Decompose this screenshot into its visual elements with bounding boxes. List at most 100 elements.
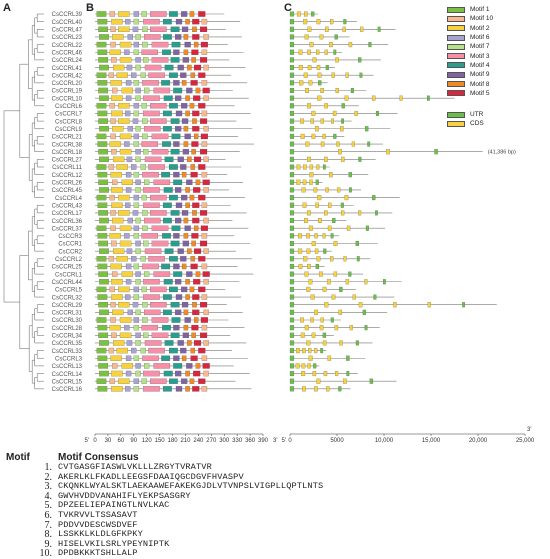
- legend-label: Motif 9: [470, 71, 490, 79]
- motif-1-block: [99, 156, 109, 163]
- gene-label: CsCCRL47: [52, 28, 83, 34]
- motif-9-block: [180, 347, 187, 354]
- motif-9-block: [184, 133, 191, 140]
- motif-10-block: [108, 347, 115, 354]
- motif-4-block: [164, 156, 174, 163]
- motif-5-block: [193, 95, 201, 101]
- motif-10-block: [110, 41, 116, 48]
- motif-4-block: [164, 64, 174, 71]
- motif-2-block: [118, 118, 130, 124]
- motif-2-block: [118, 103, 130, 109]
- gene-label: CsCCRL14: [52, 372, 83, 378]
- motif-2-block: [110, 355, 122, 361]
- motif-10-block: [203, 126, 209, 132]
- gene-label: CsCCRL23: [52, 35, 83, 41]
- motif-consensus-table: Motif Motif Consensus 1. CVTGASGFIASWLVKL…: [6, 452, 546, 559]
- axis-b-tick-label: 120: [142, 438, 153, 444]
- motif-6-block: [124, 141, 130, 147]
- motif-5-block: [198, 11, 206, 17]
- motif-1-block: [99, 34, 109, 40]
- phylogenetic-tree: [3, 13, 44, 390]
- exon-block: [324, 103, 328, 109]
- motif-10-block: [203, 64, 209, 71]
- exon-block: [309, 179, 313, 185]
- motif-3-block: [150, 26, 167, 33]
- motif-2-block: [118, 302, 130, 308]
- motif-legend-item: Motif 3: [447, 51, 547, 60]
- exon-block: [327, 279, 331, 285]
- exon-block: [333, 49, 337, 55]
- motif-7-block: [135, 64, 141, 71]
- motif-8-block: [183, 217, 189, 224]
- motif-legend-item: Motif 5: [447, 89, 547, 98]
- motif-4-block: [162, 34, 172, 40]
- motif-5-block: [198, 378, 206, 384]
- motif-3-block: [148, 72, 165, 78]
- motif-7-block: [143, 332, 149, 339]
- motif-9-block: [175, 279, 182, 285]
- exon-block: [306, 210, 311, 216]
- motif-8-block: [193, 133, 199, 140]
- motif-10-block: [109, 103, 115, 109]
- motif-10-block: [109, 378, 115, 384]
- exon-block: [312, 371, 317, 377]
- motif-6-block: [127, 217, 134, 224]
- gene-label: CsCCRL17: [52, 211, 83, 217]
- exon-block: [307, 26, 312, 32]
- motif-10-block: [111, 240, 117, 247]
- motif-7-block: [144, 363, 150, 369]
- exon-block: [303, 72, 308, 78]
- motif-3-block: [143, 110, 160, 117]
- motif-6-block: [131, 256, 137, 262]
- gene-label: CsCCRL44: [52, 280, 83, 286]
- gene-label: CsCCRL9: [55, 127, 83, 133]
- motif-6-block: [131, 347, 137, 354]
- motif-8-block: [183, 233, 189, 239]
- motif-1-block: [99, 370, 109, 377]
- exon-block: [336, 141, 340, 147]
- exon-block: [322, 340, 327, 346]
- motif-1-block: [96, 41, 107, 48]
- exon-block: [330, 118, 334, 124]
- motif-4-block: [162, 294, 172, 300]
- motif-sequence: HISELVKILSRLYPEYNIPTK: [58, 538, 170, 549]
- exon-block: [337, 187, 341, 193]
- exon-block: [303, 256, 308, 262]
- motif-7-block: [135, 217, 141, 224]
- motif-table-row: 7. PDDVVDESCWSDVEF: [6, 520, 546, 531]
- exon-block: [307, 49, 311, 55]
- motif-1-block: [98, 240, 109, 247]
- exon-block: [289, 325, 295, 331]
- motif-2-block: [111, 202, 123, 208]
- motif-8-block: [195, 87, 201, 94]
- motif-6-block: [125, 171, 132, 178]
- motif-2-block: [116, 72, 128, 78]
- motif-4-block: [171, 225, 181, 231]
- motif-1-block: [96, 194, 107, 201]
- exon-block: [303, 164, 307, 170]
- exon-block: [315, 179, 319, 185]
- exon-block: [358, 302, 363, 308]
- exon-block: [306, 286, 311, 292]
- motif-6-block: [127, 126, 134, 132]
- exon-block: [393, 302, 397, 308]
- motif-4-block: [168, 164, 178, 170]
- motif-number: 10.: [39, 548, 53, 559]
- exon-block: [314, 348, 318, 354]
- exon-block: [302, 386, 306, 392]
- gene-label: CsCCR3: [58, 234, 82, 240]
- motif-9-block: [173, 233, 180, 239]
- motif-3-block: [151, 317, 169, 323]
- motif-6-block: [133, 378, 140, 384]
- motif-6-block: [135, 363, 141, 369]
- exon-block: [303, 218, 308, 224]
- exon-block: [298, 233, 302, 239]
- exon-block: [318, 218, 322, 224]
- motif-9-block: [186, 87, 193, 94]
- exon-block: [289, 348, 295, 354]
- motif-8-block: [190, 256, 196, 262]
- exon-block: [332, 110, 337, 116]
- exon-block: [289, 11, 295, 17]
- motif-3-block: [150, 118, 167, 124]
- motif-4-block: [171, 133, 181, 140]
